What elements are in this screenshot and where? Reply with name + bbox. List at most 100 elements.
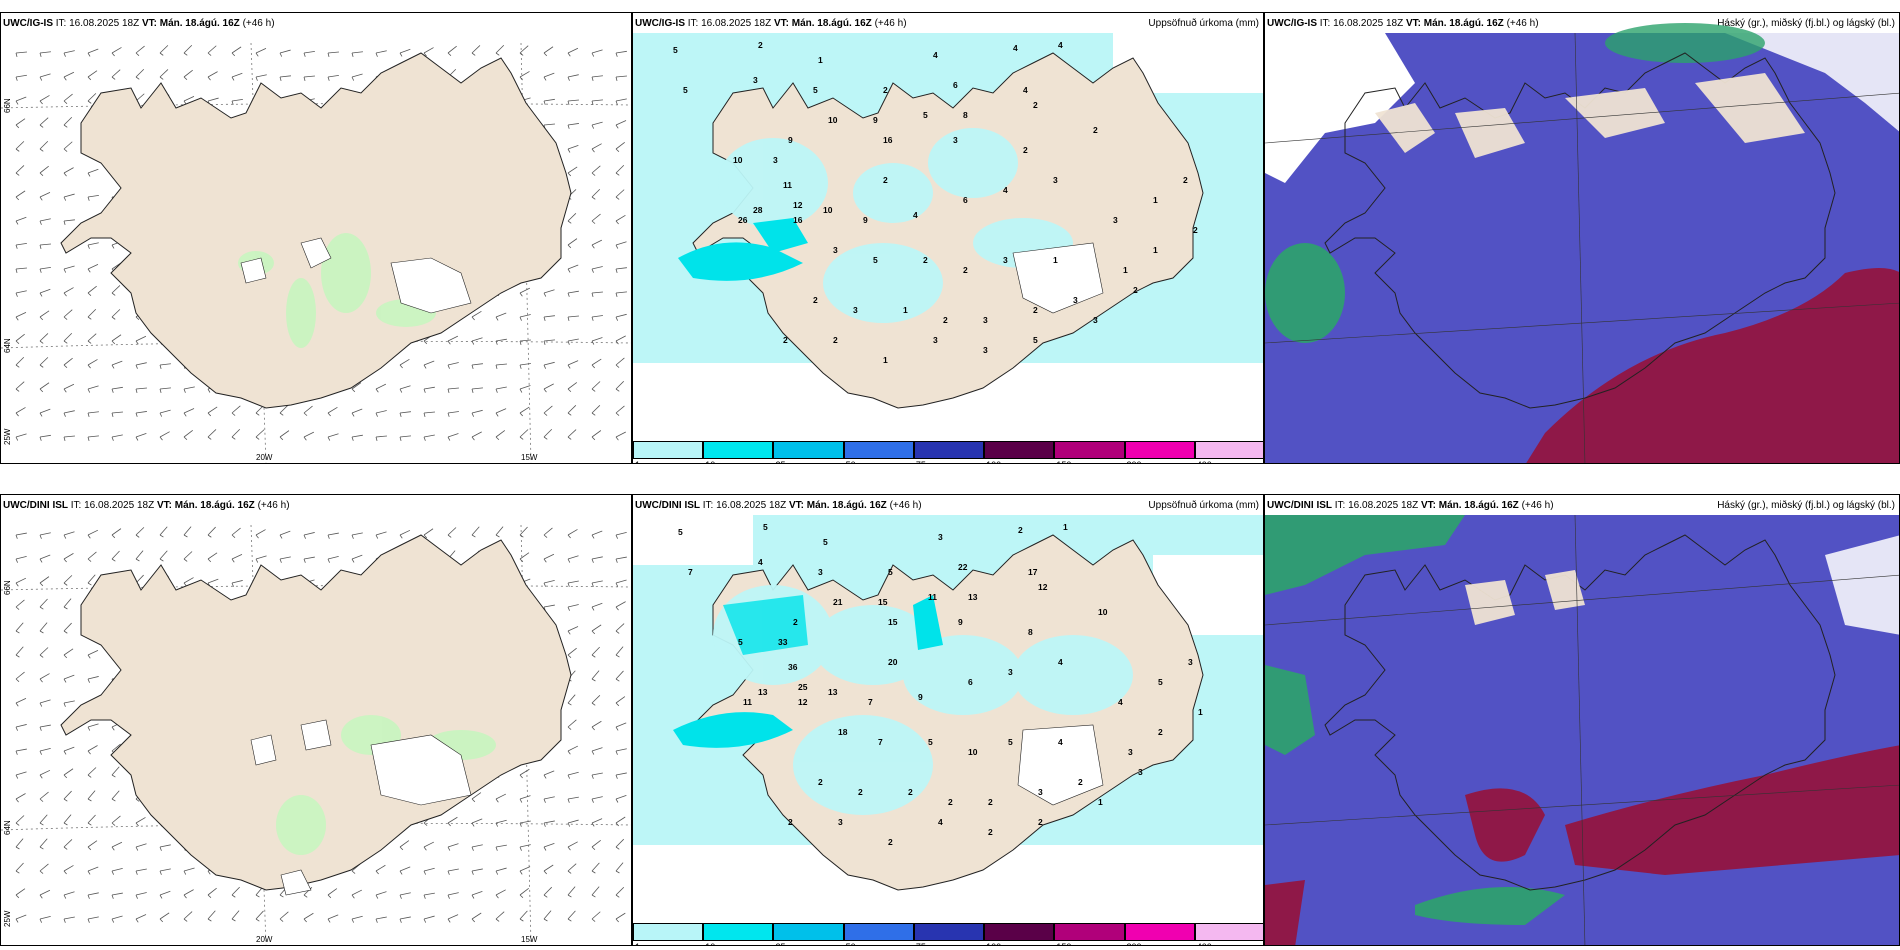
wind-barb-feather xyxy=(591,750,595,755)
wind-barb xyxy=(135,892,147,896)
wind-barb xyxy=(303,556,315,560)
wind-barb xyxy=(159,526,168,536)
precip-value: 25 xyxy=(798,682,808,692)
wind-barb-feather xyxy=(63,558,67,563)
wind-barb xyxy=(207,406,218,414)
precip-value: 11 xyxy=(928,592,937,602)
wind-barb-feather xyxy=(519,870,523,875)
wind-barb xyxy=(159,890,171,896)
wind-barb xyxy=(567,647,577,656)
wind-barb-feather xyxy=(111,726,115,731)
wind-barb xyxy=(39,165,49,174)
wind-barb xyxy=(63,141,73,150)
wind-barb-feather xyxy=(255,52,259,57)
wind-barb-feather xyxy=(39,196,43,201)
wind-barb-feather xyxy=(543,798,546,803)
wind-barb-feather xyxy=(63,412,66,417)
wind-barb xyxy=(15,118,26,126)
wind-barb-feather xyxy=(15,148,20,152)
wind-barb xyxy=(519,910,528,920)
wind-barb-feather xyxy=(87,798,92,802)
wind-barb xyxy=(39,266,51,270)
wind-barb xyxy=(63,93,73,102)
wind-barb-feather xyxy=(543,292,547,297)
wind-barb-feather xyxy=(567,750,571,755)
wind-barb xyxy=(15,815,25,824)
wind-barb-feather xyxy=(39,654,44,658)
wind-barb xyxy=(423,386,435,390)
colorbar-cell xyxy=(984,923,1055,941)
precip-value: 2 xyxy=(1018,525,1023,535)
wind-barb xyxy=(87,333,97,342)
wind-barb-feather xyxy=(135,412,138,417)
wind-barb-feather xyxy=(159,76,164,80)
wind-barb xyxy=(423,915,435,920)
wind-barb-feather xyxy=(63,822,68,826)
wind-barb xyxy=(351,532,363,536)
precip-value: 5 xyxy=(678,527,683,537)
wind-barb xyxy=(303,75,315,78)
wind-barb xyxy=(567,580,579,584)
wind-barb-feather xyxy=(39,630,44,634)
wind-barb-feather xyxy=(543,822,546,827)
wind-barb xyxy=(15,356,25,366)
wind-barb-feather xyxy=(543,52,548,57)
wind-barb xyxy=(135,843,147,848)
precip-value: 7 xyxy=(868,697,873,707)
wind-barb-feather xyxy=(519,894,524,899)
wind-barb-feather xyxy=(159,534,164,538)
precip-value: 10 xyxy=(823,205,833,215)
wind-barb-feather xyxy=(15,702,19,707)
wind-barb xyxy=(615,795,627,800)
cloud-map xyxy=(1265,514,1899,945)
wind-barb xyxy=(303,405,313,414)
wind-barb-feather xyxy=(279,894,284,898)
wind-barb xyxy=(15,242,27,246)
wind-barb xyxy=(279,75,291,78)
wind-barb-feather xyxy=(303,918,307,923)
wind-barb xyxy=(207,97,219,102)
colorbar-cell xyxy=(1124,441,1195,459)
wind-barb-feather xyxy=(255,918,260,922)
wind-barb-feather xyxy=(591,436,596,441)
precip-value: 2 xyxy=(943,315,948,325)
wind-barb xyxy=(591,381,601,390)
precip-value: 5 xyxy=(683,85,688,95)
wind-barb-feather xyxy=(519,388,523,393)
wind-barb-feather xyxy=(567,292,570,297)
wind-barb xyxy=(15,646,24,656)
wind-barb-feather xyxy=(543,364,546,369)
wind-barb-feather xyxy=(567,124,570,129)
colorbar-label: 10 xyxy=(705,460,715,463)
wind-barb-feather xyxy=(15,52,18,57)
wind-barb-feather xyxy=(399,364,403,369)
wind-barb xyxy=(39,673,50,680)
wind-barb-feather xyxy=(231,918,236,922)
wind-barb xyxy=(87,242,99,246)
precip-value: 3 xyxy=(773,155,778,165)
precip-value: 2 xyxy=(1093,125,1098,135)
wind-barb xyxy=(615,291,627,294)
wind-barb xyxy=(111,285,121,294)
precip-value: 5 xyxy=(1158,677,1163,687)
wind-barb-feather xyxy=(39,436,42,441)
wind-barb-feather xyxy=(207,534,212,538)
wind-barb xyxy=(15,724,27,728)
wind-barb-feather xyxy=(183,76,188,80)
wind-barb-feather xyxy=(615,100,618,105)
wind-barb xyxy=(135,550,144,560)
wind-barb xyxy=(111,360,123,366)
panel-title: UWC/IG-IS IT: 16.08.2025 18Z VT: Mán. 18… xyxy=(1267,18,1539,29)
precip-value: 2 xyxy=(908,787,913,797)
wind-barb xyxy=(183,911,193,920)
wind-barb-feather xyxy=(615,630,620,634)
colorbar-label: 50 xyxy=(846,942,856,945)
wind-barb-feather xyxy=(87,582,92,586)
wind-barb-feather xyxy=(63,292,67,297)
wind-barb-feather xyxy=(495,364,498,369)
wind-barb-feather xyxy=(591,534,595,539)
colorbar-label: 50 xyxy=(846,460,856,463)
wind-barb xyxy=(543,123,555,126)
wind-barb xyxy=(447,868,459,872)
precip-value: 28 xyxy=(753,205,763,215)
